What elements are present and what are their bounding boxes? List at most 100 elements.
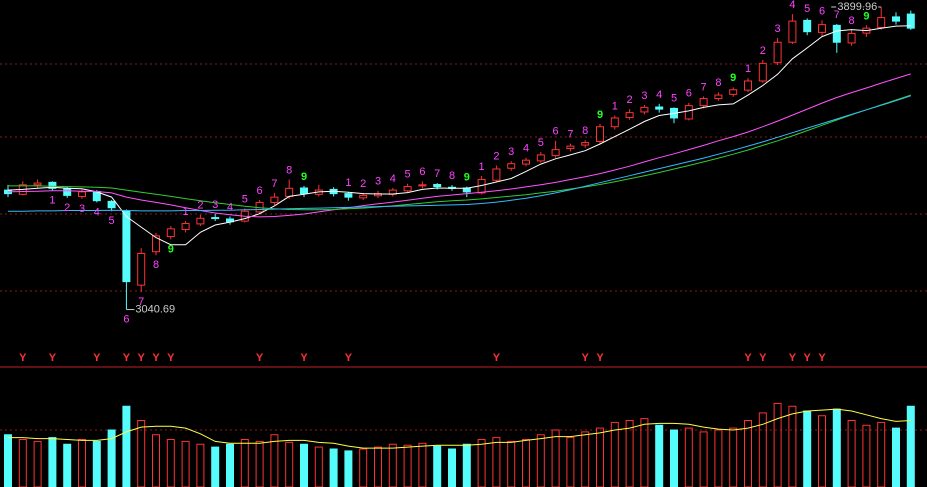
signal-mark: Y xyxy=(493,352,501,364)
sell-count: 6 xyxy=(419,166,425,178)
candle-body xyxy=(877,17,886,28)
ma-line xyxy=(8,95,911,212)
volume-bar xyxy=(773,402,782,487)
sell-count: 9 xyxy=(464,171,470,183)
candle-body xyxy=(640,106,649,113)
sell-count: 5 xyxy=(538,137,544,149)
sell-count: 8 xyxy=(286,164,292,176)
signal-mark: Y xyxy=(804,352,812,364)
volume-bar xyxy=(862,424,871,487)
volume-bar xyxy=(181,440,190,487)
sell-count: 8 xyxy=(449,170,455,182)
volume-bar xyxy=(477,439,486,487)
sell-count: 1 xyxy=(183,206,189,218)
candle-body xyxy=(655,106,664,110)
candle-body xyxy=(152,235,160,253)
candle-body xyxy=(300,187,308,195)
candle-body xyxy=(832,24,841,43)
volume-bar xyxy=(640,418,649,487)
volume-bar xyxy=(403,444,412,487)
candle-body xyxy=(744,80,752,91)
buy-count: 4 xyxy=(94,206,100,218)
volume-bar xyxy=(625,420,634,487)
candle-body xyxy=(551,149,560,157)
sell-count: 4 xyxy=(390,173,396,185)
buy-count: 8 xyxy=(153,259,159,271)
signal-mark: Y xyxy=(744,352,752,364)
candle-body xyxy=(566,145,575,150)
buy-count: 7 xyxy=(138,296,144,308)
volume-bar xyxy=(551,429,560,487)
sell-count: 5 xyxy=(804,3,810,15)
buy-count: 2 xyxy=(64,202,70,214)
candle-body xyxy=(285,187,294,197)
sell-count: 3 xyxy=(375,176,381,188)
candle-body xyxy=(788,20,797,43)
sell-count: 2 xyxy=(360,178,366,190)
candle-body xyxy=(581,142,590,146)
signal-mark: Y xyxy=(152,352,160,364)
volume-bar xyxy=(803,410,812,487)
signal-mark: Y xyxy=(167,352,175,364)
candle-body xyxy=(403,186,412,192)
candle-body xyxy=(359,194,368,199)
signal-mark: Y xyxy=(123,352,131,364)
volume-bar xyxy=(92,440,101,487)
candle-body xyxy=(507,163,516,169)
candle-body xyxy=(729,89,738,95)
volume-bar xyxy=(388,443,397,487)
volume-bar xyxy=(78,439,86,487)
sell-count: 9 xyxy=(301,171,307,183)
volume-bar xyxy=(240,439,249,487)
volume-bar xyxy=(877,421,886,487)
sell-count: 3 xyxy=(212,199,218,211)
volume-bar xyxy=(670,429,678,487)
sell-count: 4 xyxy=(789,0,795,11)
candle-body xyxy=(418,184,427,187)
sell-count: 3 xyxy=(508,146,514,158)
candle-body xyxy=(625,112,634,119)
sell-count: 7 xyxy=(834,9,840,21)
signal-mark: Y xyxy=(19,352,27,364)
candle-body xyxy=(122,210,131,283)
candle-body xyxy=(758,62,767,82)
signal-mark: Y xyxy=(256,352,264,364)
volume-bar xyxy=(847,420,856,487)
volume-bar xyxy=(892,427,900,487)
sell-count: 5 xyxy=(671,92,677,104)
volume-bar xyxy=(63,443,72,487)
volume-bar xyxy=(729,427,738,487)
volume-bar xyxy=(107,429,116,487)
volume-bar xyxy=(536,434,545,487)
volume-bar xyxy=(211,446,220,487)
candle-body xyxy=(714,94,723,100)
buy-count: 5 xyxy=(109,215,115,227)
sell-count: 2 xyxy=(627,94,633,106)
volume-bar xyxy=(314,446,323,487)
volume-bar xyxy=(329,448,338,487)
sell-count: 2 xyxy=(493,150,499,162)
ma-line xyxy=(7,25,911,246)
volume-bar xyxy=(18,439,27,487)
candle-body xyxy=(906,13,915,29)
volume-bar xyxy=(270,434,279,487)
volume-bar xyxy=(418,442,427,487)
candle-body xyxy=(803,19,812,33)
sell-count: 6 xyxy=(686,88,692,100)
sell-count: 4 xyxy=(523,143,529,155)
signal-mark: Y xyxy=(93,352,101,364)
candle-body xyxy=(107,200,116,209)
candle-body xyxy=(773,41,782,64)
sell-count: 5 xyxy=(405,169,411,181)
candle-body xyxy=(847,32,856,44)
volume-bar xyxy=(522,439,530,487)
sell-count: 8 xyxy=(715,77,721,89)
volume-bar xyxy=(684,427,693,487)
sell-count: 6 xyxy=(819,5,825,17)
volume-bar xyxy=(152,434,160,487)
candle-body xyxy=(699,98,708,107)
volume-bar xyxy=(196,443,205,487)
ma-line xyxy=(8,94,911,211)
volume-bar xyxy=(566,437,575,487)
volume-bar xyxy=(699,431,708,487)
